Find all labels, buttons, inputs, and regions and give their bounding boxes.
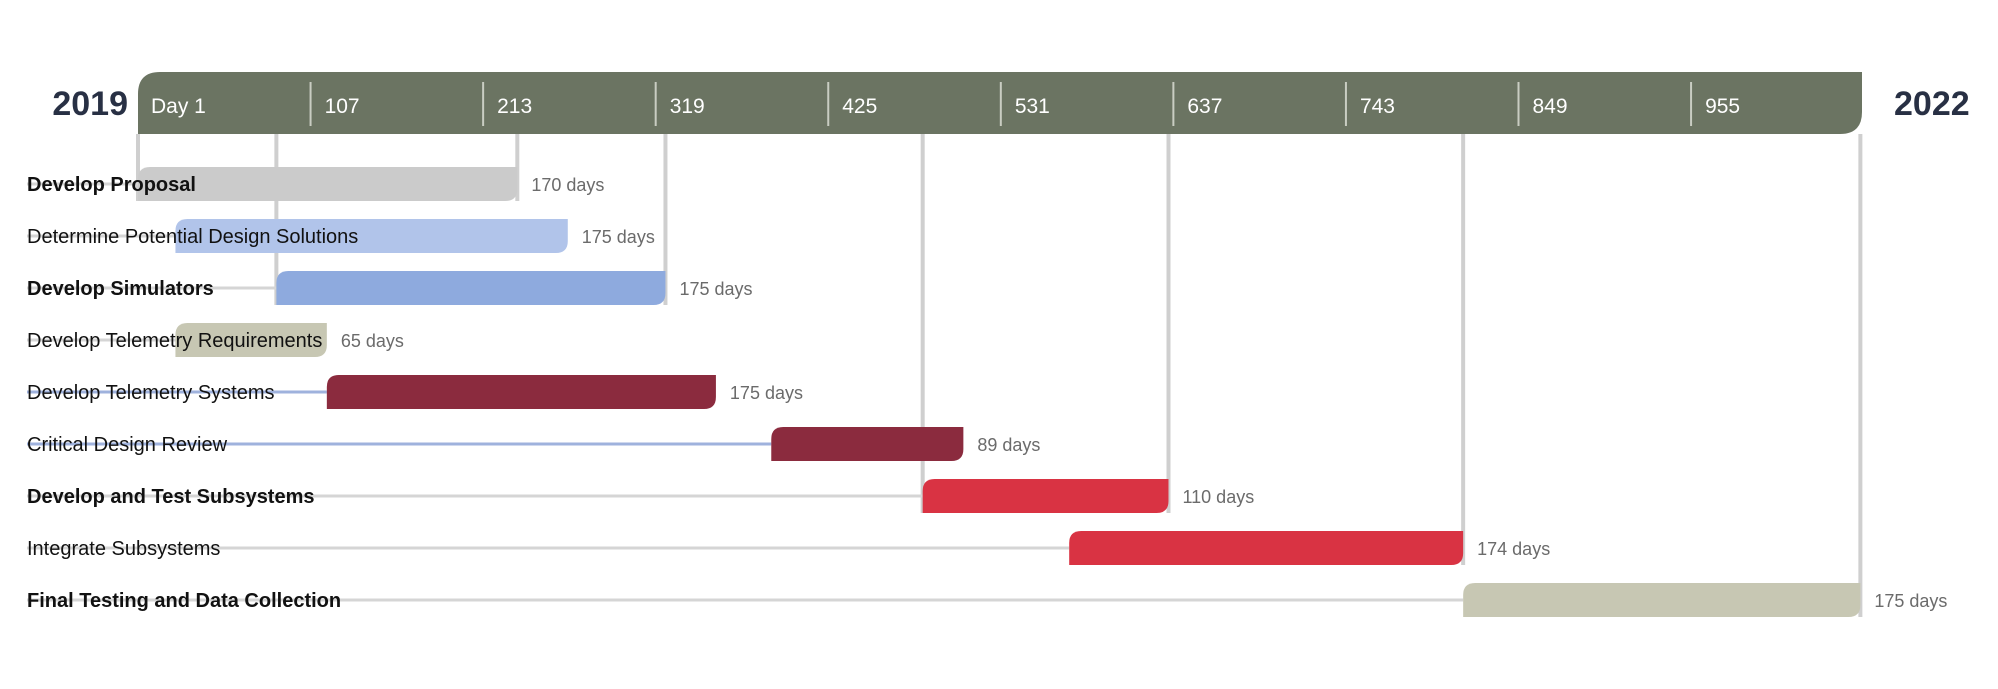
task-label: Develop Telemetry Requirements xyxy=(27,330,322,352)
tick-label: 213 xyxy=(497,95,532,118)
tick-label: 319 xyxy=(670,95,705,118)
task-bar xyxy=(276,271,666,305)
task-label: Develop Telemetry Systems xyxy=(27,382,275,404)
task-label: Final Testing and Data Collection xyxy=(27,590,341,612)
duration-label: 170 days xyxy=(531,175,604,195)
tick-label: 531 xyxy=(1015,95,1050,118)
task-bar xyxy=(175,219,568,253)
task-label: Integrate Subsystems xyxy=(27,538,220,560)
tick-label: 425 xyxy=(842,95,877,118)
duration-label: 175 days xyxy=(582,227,655,247)
task-label: Develop Simulators xyxy=(27,278,214,300)
tick-label: 743 xyxy=(1360,95,1395,118)
task-label: Develop Proposal xyxy=(27,174,196,196)
duration-label: 175 days xyxy=(1874,591,1947,611)
duration-label: 110 days xyxy=(1182,487,1254,507)
start-year-label: 2019 xyxy=(52,85,128,123)
task-bar xyxy=(138,167,518,201)
task-label: Develop and Test Subsystems xyxy=(27,486,315,508)
duration-label: 175 days xyxy=(679,279,752,299)
duration-label: 89 days xyxy=(977,435,1040,455)
tick-label: 849 xyxy=(1533,95,1568,118)
task-bar xyxy=(771,427,964,461)
timeline-header: Day 1 107 213 319 425 531 637 743 849 955 xyxy=(138,72,1862,134)
task-bar xyxy=(326,375,716,409)
tick-label: 955 xyxy=(1705,95,1740,118)
task-rows: Develop Proposal 170 days Determine Potent… xyxy=(27,167,1947,617)
connector-lines xyxy=(136,134,1863,617)
duration-label: 65 days xyxy=(341,331,404,351)
task-label: Critical Design Review xyxy=(27,434,228,456)
duration-label: 175 days xyxy=(730,383,803,403)
duration-label: 174 days xyxy=(1477,539,1550,559)
task-bar xyxy=(175,323,327,357)
task-bar xyxy=(1463,583,1861,617)
tick-label: 107 xyxy=(325,95,360,118)
tick-label: 637 xyxy=(1187,95,1222,118)
tick-label: Day 1 xyxy=(151,95,206,118)
task-bar xyxy=(1069,531,1464,565)
task-bar xyxy=(922,479,1169,513)
end-year-label: 2022 xyxy=(1894,85,1970,123)
timeline-ticks: Day 1 107 213 319 425 531 637 743 849 955 xyxy=(151,82,1740,126)
task-label: Determine Potential Design Solutions xyxy=(27,226,358,248)
